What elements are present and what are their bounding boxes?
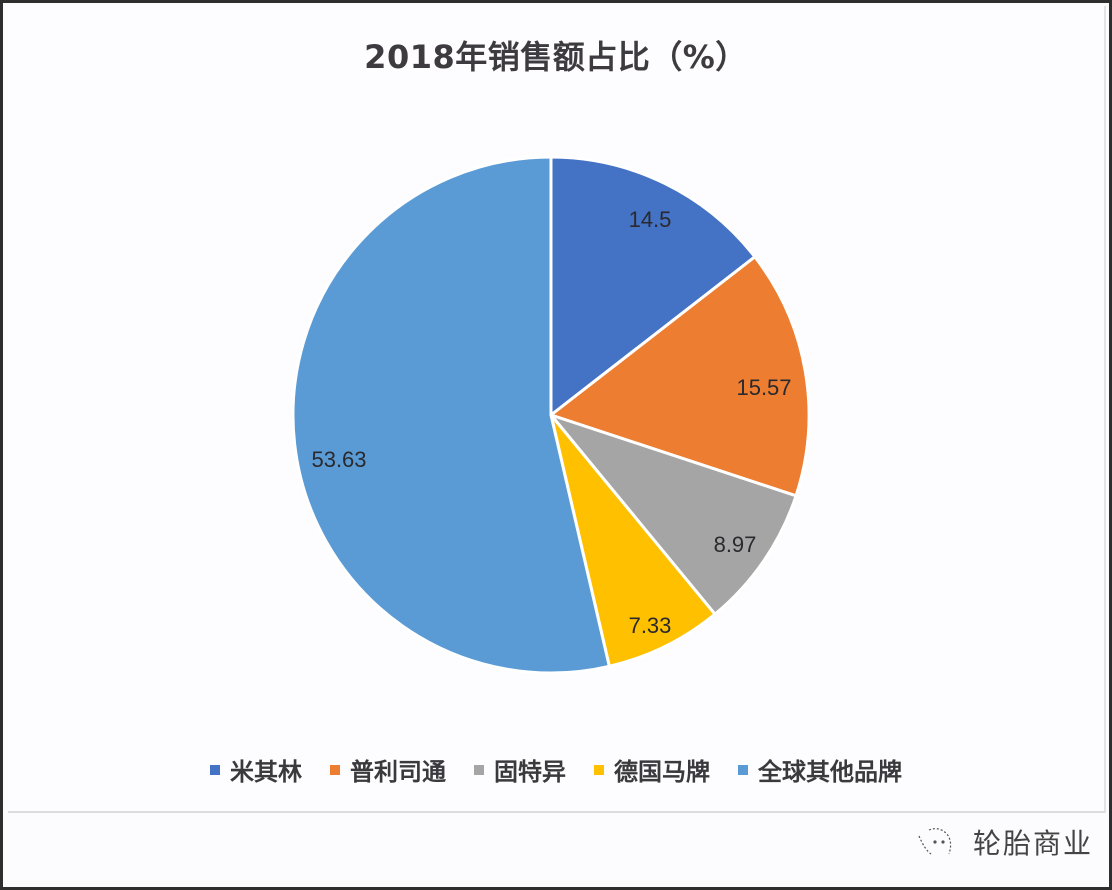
legend-swatch (594, 764, 604, 775)
watermark-text: 轮胎商业 (973, 827, 1094, 860)
data-label: 53.63 (311, 447, 366, 472)
legend-label: 普利司通 (350, 758, 446, 786)
pie-data-labels: 14.5 15.57 8.97 7.33 53.63 (311, 207, 791, 638)
pie-slices (291, 155, 811, 675)
legend-label: 德国马牌 (614, 758, 710, 786)
data-label: 15.57 (736, 375, 791, 400)
legend-item-goodyear: 固特异 (474, 752, 566, 787)
pie-slice (549, 155, 757, 417)
legend-label: 全球其他品牌 (758, 758, 902, 786)
legend-item-others: 全球其他品牌 (738, 752, 902, 787)
data-label: 14.5 (629, 207, 672, 232)
legend-swatch (474, 764, 484, 775)
legend-item-bridgestone: 普利司通 (330, 752, 446, 787)
legend: 米其林 普利司通 固特异 德国马牌 全球其他品牌 (0, 752, 1112, 787)
legend-item-michelin: 米其林 (210, 752, 302, 787)
legend-label: 米其林 (230, 758, 302, 786)
legend-label: 固特异 (494, 758, 566, 786)
pie-slice (291, 155, 611, 675)
legend-item-continental: 德国马牌 (594, 752, 710, 787)
chart-title: 2018年销售额占比（%） (364, 38, 748, 76)
wechat-logo-icon (918, 828, 952, 855)
pie-slice (549, 413, 717, 668)
watermark: 轮胎商业 (915, 822, 1093, 862)
data-label: 7.33 (629, 613, 672, 638)
legend-swatch (210, 764, 220, 775)
legend-swatch (738, 764, 748, 775)
pie-slice (549, 413, 798, 616)
data-label: 8.97 (714, 532, 757, 557)
legend-swatch (330, 764, 340, 775)
